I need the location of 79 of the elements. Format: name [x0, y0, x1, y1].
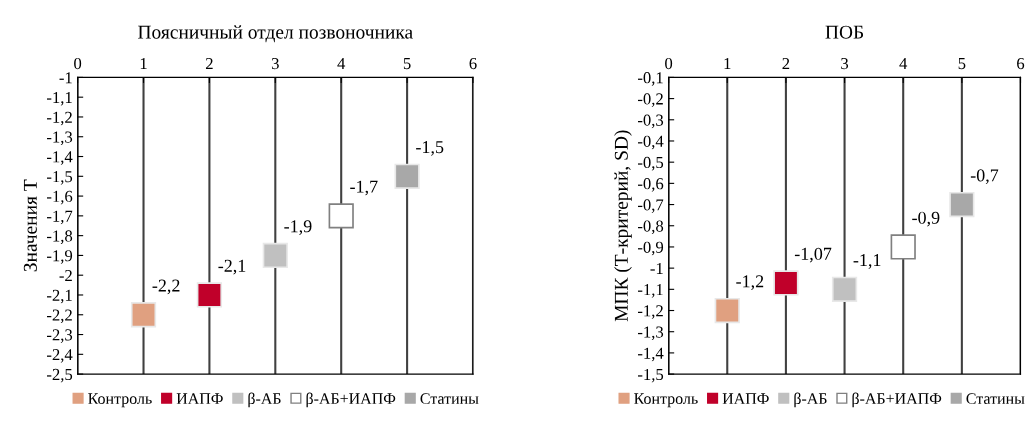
- data-label: -1,1: [853, 254, 881, 269]
- legend-label: ИАПФ: [722, 393, 769, 404]
- x-tick-label: 6: [469, 57, 477, 70]
- x-tick-label: 4: [337, 58, 346, 69]
- y-tick-label: -0,3: [637, 114, 664, 129]
- x-tick-label: 5: [403, 58, 411, 70]
- y-tick-label: -1,1: [47, 91, 72, 106]
- y-tick-label: -1,6: [47, 190, 73, 205]
- point: [831, 276, 858, 302]
- point: [773, 270, 799, 296]
- data-label: -1,07: [794, 247, 832, 263]
- data-label: -0,7: [970, 169, 999, 185]
- legend-label: Контроль: [634, 393, 698, 408]
- data-label: -1,9: [284, 220, 312, 235]
- data-label: -1,2: [736, 275, 764, 291]
- y-tick-label: -2,1: [47, 289, 72, 304]
- x-tick-label: 3: [841, 57, 849, 70]
- y-axis-title: МПК (Т-критерий, SD): [614, 130, 632, 322]
- point: [714, 297, 740, 324]
- y-tick-label: -1,1: [637, 284, 663, 298]
- y-tick-label: -0,8: [637, 220, 664, 235]
- x-tick-label: 0: [665, 57, 673, 70]
- y-tick-label: -1,5: [47, 171, 73, 185]
- point: [328, 203, 354, 229]
- legend-label: Статины: [420, 393, 479, 404]
- data-label: -0,9: [912, 211, 940, 227]
- y-tick-label: -1,9: [47, 250, 73, 264]
- x-tick-label: 4: [899, 58, 908, 69]
- x-tick-label: 1: [724, 57, 731, 69]
- y-tick-label: -1,4: [637, 347, 664, 362]
- x-tick-label: 1: [140, 57, 147, 69]
- y-tick-label: -1,3: [47, 131, 73, 146]
- chart-title: ПОБ: [825, 25, 864, 39]
- y-tick-label: -2: [59, 269, 72, 281]
- y-tick-label: -1: [59, 72, 72, 84]
- y-tick-label: -2,3: [47, 329, 73, 343]
- y-tick-label: -0,5: [637, 156, 664, 171]
- x-tick-label: 5: [958, 58, 966, 70]
- y-tick-label: -0,9: [637, 241, 664, 256]
- x-tick-label: 0: [74, 57, 82, 70]
- legend-label: β-АБ+ИАПФ: [306, 392, 396, 408]
- y-tick-label: -0,4: [637, 135, 664, 150]
- y-tick-label: -2,5: [47, 368, 73, 383]
- point: [890, 234, 916, 260]
- point: [949, 191, 975, 218]
- x-tick-label: 2: [205, 57, 213, 69]
- legend-label: β-АБ: [794, 392, 827, 408]
- y-tick-label: -1: [650, 262, 663, 274]
- y-tick-label: -1,5: [637, 368, 664, 383]
- y-tick-label: -1,7: [47, 210, 73, 225]
- data-label: -1,7: [350, 180, 378, 196]
- x-tick-label: 2: [782, 57, 790, 69]
- y-tick-label: -1,3: [637, 326, 664, 341]
- data-label: -2,2: [152, 279, 180, 295]
- legend-label: Контроль: [88, 393, 152, 408]
- y-tick-label: -0,6: [637, 178, 664, 192]
- point: [394, 163, 420, 189]
- legend-label: β-АБ+ИАПФ: [852, 392, 942, 408]
- y-tick-label: -1,4: [47, 151, 73, 165]
- point: [196, 282, 223, 308]
- point: [262, 242, 288, 269]
- x-tick-label: 3: [271, 57, 279, 70]
- legend-label: ИАПФ: [176, 393, 223, 404]
- y-tick-label: -2,4: [47, 349, 73, 363]
- y-tick-label: -2,2: [47, 309, 72, 324]
- point: [130, 302, 157, 328]
- y-tick-label: -0,1: [637, 72, 663, 86]
- data-label: -2,1: [218, 259, 246, 275]
- y-tick-label: -0,2: [637, 93, 663, 107]
- data-label: -1,5: [416, 141, 444, 156]
- legend-label: β-АБ: [248, 392, 281, 408]
- y-tick-label: -1,8: [47, 230, 73, 244]
- x-tick-label: 6: [1017, 57, 1025, 70]
- y-tick-label: -0,7: [637, 199, 664, 213]
- chart-title: Поясничный отдел позвоночника: [138, 25, 413, 43]
- y-tick-label: -1,2: [47, 111, 72, 126]
- y-axis-title: Значения Т: [23, 179, 37, 272]
- y-tick-label: -1,2: [637, 305, 663, 319]
- legend-label: Статины: [966, 393, 1025, 404]
